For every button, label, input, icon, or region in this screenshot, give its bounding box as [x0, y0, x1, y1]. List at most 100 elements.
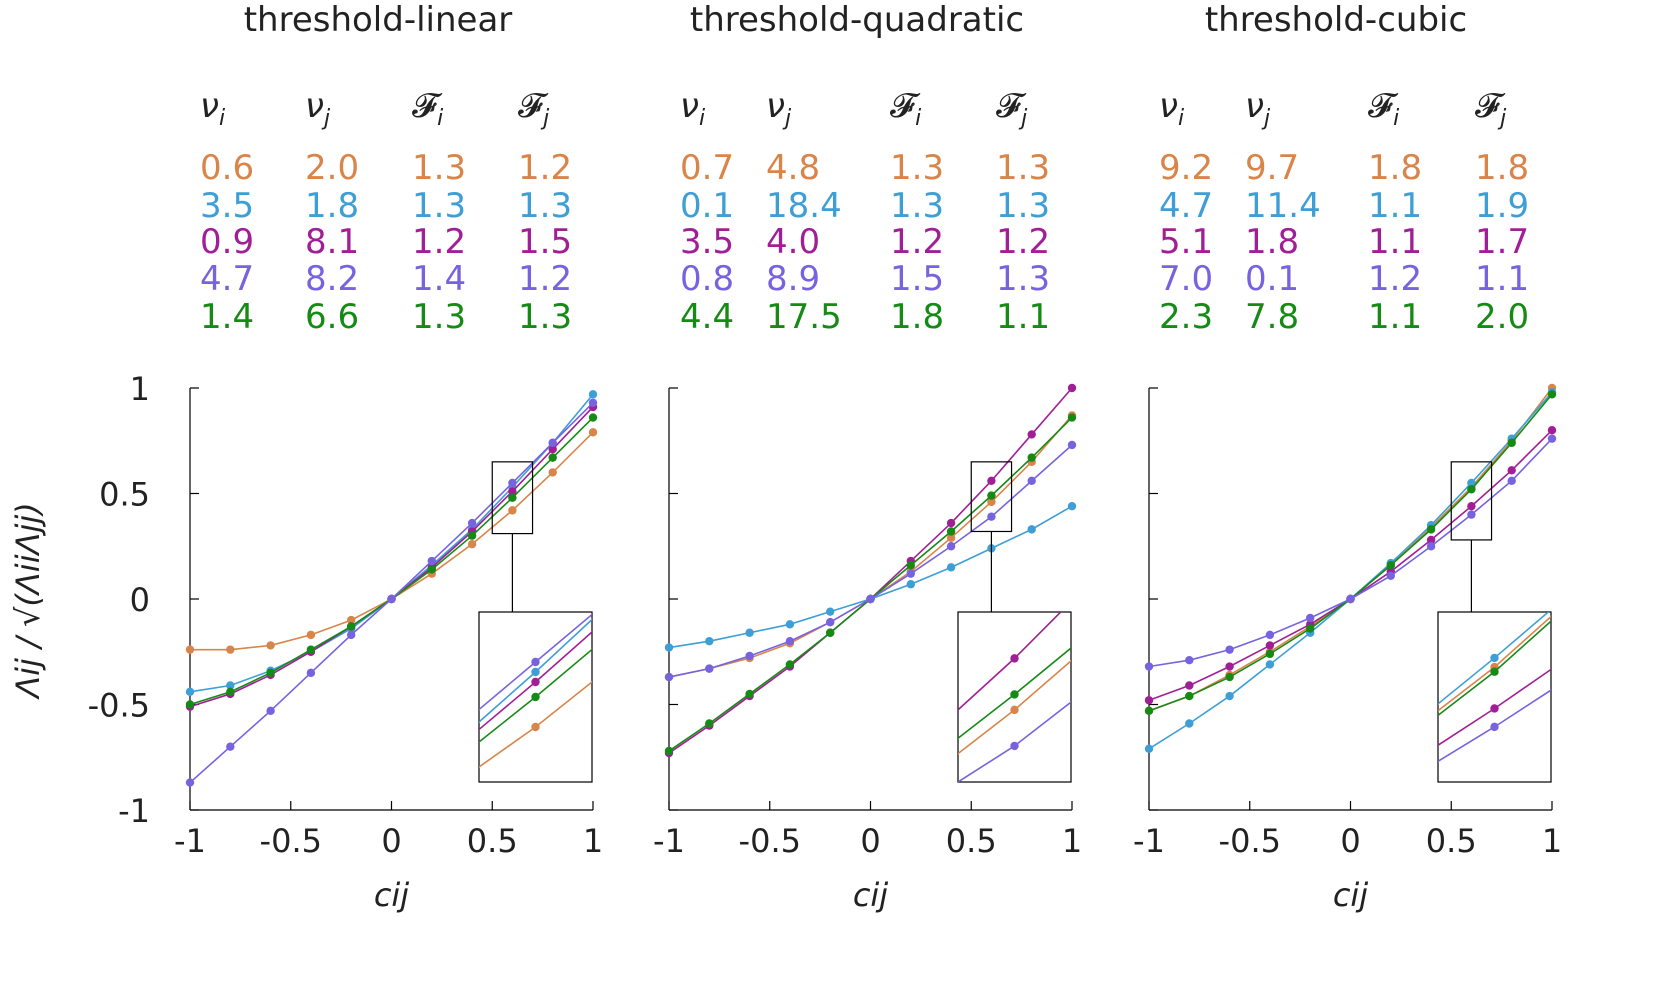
x-tick-label-0-0: -1 [174, 822, 206, 860]
series-point-0-3-7 [467, 518, 477, 528]
table-cell-2-1-1: 11.4 [1245, 186, 1321, 226]
x-tick-label-1-3: 0.5 [946, 822, 997, 860]
table-cell-0-4-2: 1.3 [412, 297, 467, 337]
inset-point-1-3 [1010, 741, 1019, 751]
series-point-1-3-2 [745, 651, 754, 661]
inset-content-2 [1438, 612, 1551, 763]
series-point-2-4-3 [1265, 649, 1275, 659]
table-cell-2-1-0: 4.7 [1159, 186, 1214, 226]
series-point-2-3-4 [1306, 613, 1315, 623]
series-point-1-1-6 [906, 580, 915, 589]
series-point-1-3-10 [1067, 440, 1077, 450]
series-point-1-3-5 [866, 594, 875, 604]
table-header-0-3: 𝓕j [518, 86, 550, 131]
inset-content-0 [479, 613, 592, 768]
series-point-2-3-1 [1185, 655, 1194, 665]
table-cell-0-0-1: 2.0 [305, 148, 360, 188]
table-cell-1-0-3: 1.3 [996, 148, 1051, 188]
series-point-1-3-1 [705, 664, 714, 673]
series-point-1-1-4 [826, 607, 835, 616]
series-point-1-0-7 [946, 533, 956, 543]
series-point-1-1-2 [745, 628, 754, 637]
x-tick-label-2-3: 0.5 [1426, 822, 1477, 860]
table-cell-0-2-2: 1.2 [412, 222, 467, 262]
table-cell-1-1-0: 0.1 [680, 186, 735, 226]
series-point-0-2-9 [548, 444, 557, 454]
series-point-1-4-1 [705, 719, 714, 728]
series-point-1-2-8 [987, 476, 996, 486]
series-point-0-3-3 [306, 668, 316, 678]
x-tick-label-1-1: -0.5 [739, 822, 801, 860]
series-point-2-2-10 [1547, 426, 1557, 435]
series-point-2-4-8 [1467, 485, 1476, 494]
series-point-1-4-7 [946, 527, 956, 536]
series-point-2-2-3 [1265, 641, 1275, 650]
series-point-1-4-2 [745, 689, 754, 699]
table-cell-2-1-3: 1.9 [1475, 186, 1530, 226]
inset-point-0-0 [531, 722, 540, 732]
table-cell-1-0-1: 4.8 [766, 148, 821, 188]
table-cell-0-2-3: 1.5 [518, 222, 573, 262]
y-tick-label-2: 0 [130, 581, 150, 619]
series-point-2-2-9 [1507, 466, 1516, 475]
x-tick-label-0-2: 0 [381, 822, 401, 860]
table-cell-0-2-0: 0.9 [200, 222, 255, 262]
series-point-0-3-4 [347, 630, 356, 640]
series-point-2-4-4 [1306, 624, 1315, 633]
table-cell-0-1-3: 1.3 [518, 186, 573, 226]
series-point-1-4-0 [664, 746, 674, 756]
inset-content-1 [902, 612, 1128, 870]
table-cell-1-2-1: 4.0 [766, 222, 821, 262]
series-point-1-4-6 [906, 561, 915, 570]
series-point-1-2-7 [946, 518, 956, 528]
table-cell-1-3-0: 0.8 [680, 259, 735, 299]
series-point-1-1-9 [1027, 525, 1036, 534]
series-point-2-3-8 [1467, 510, 1476, 519]
series-point-2-1-2 [1225, 691, 1234, 701]
x-tick-label-1-0: -1 [653, 822, 685, 860]
series-point-1-3-0 [664, 672, 674, 682]
series-point-0-2-8 [508, 487, 517, 496]
series-point-1-4-3 [785, 660, 795, 669]
table-cell-1-1-1: 18.4 [766, 186, 842, 226]
series-point-0-0-7 [467, 539, 477, 549]
table-cell-2-2-2: 1.1 [1368, 222, 1423, 262]
series-point-1-3-9 [1027, 476, 1036, 486]
series-point-1-4-8 [987, 491, 996, 500]
table-header-2-3: 𝓕j [1475, 86, 1507, 131]
table-cell-1-3-1: 8.9 [766, 259, 821, 299]
x-axis-label-2: cij [1333, 876, 1368, 914]
series-point-0-0-2 [266, 641, 275, 650]
table-cell-2-2-1: 1.8 [1245, 222, 1300, 262]
table-cell-2-0-2: 1.8 [1368, 148, 1423, 188]
series-point-0-3-8 [508, 478, 517, 488]
table-cell-0-4-3: 1.3 [518, 297, 573, 337]
series-point-0-0-3 [306, 630, 316, 640]
series-point-0-1-10 [588, 390, 598, 399]
series-point-0-4-2 [266, 668, 275, 678]
series-point-0-4-7 [467, 531, 477, 540]
panel-title-quadratic: threshold-quadratic [689, 0, 1025, 40]
table-cell-0-3-3: 1.2 [518, 259, 573, 299]
table-cell-1-2-2: 1.2 [890, 222, 945, 262]
inset-line-1-1 [902, 777, 1128, 870]
panel-title-cubic: threshold-cubic [1204, 0, 1468, 40]
series-point-1-2-9 [1027, 430, 1036, 439]
panel-0: -1 -0.5 0 0.5 1 -1 -0.5 0 0.5 1 cij [88, 370, 604, 914]
x-tick-label-0-4: 1 [583, 822, 603, 860]
y-tick-label-0: -1 [118, 792, 150, 830]
series-point-1-3-8 [987, 512, 996, 521]
series-point-1-0-8 [987, 497, 996, 507]
x-tick-label-2-0: -1 [1133, 822, 1165, 860]
table-header-1-2: 𝓕i [890, 86, 922, 131]
x-tick-label-1-2: 0 [860, 822, 880, 860]
table-cell-1-2-3: 1.2 [996, 222, 1051, 262]
table-header-2-1: νj [1245, 86, 1271, 131]
table-header-2-0: νi [1159, 86, 1185, 131]
table-cell-2-4-1: 7.8 [1245, 297, 1300, 337]
series-point-0-3-2 [266, 706, 275, 716]
table-header-0-0: νi [200, 86, 226, 131]
table-cell-2-2-3: 1.7 [1475, 222, 1530, 262]
